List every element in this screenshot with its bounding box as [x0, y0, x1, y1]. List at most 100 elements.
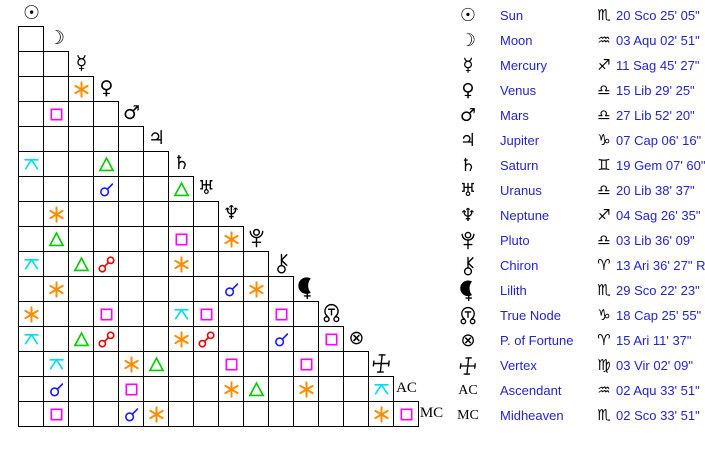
aspect-symbol-square — [50, 408, 62, 420]
legend-row-jupiter: ♃ Jupiter ♑ 07 Cap 06' 16" — [448, 128, 705, 153]
aspect-cell-vertex-mercury — [68, 351, 94, 377]
legend-row-mercury: ☿ Mercury ♐ 11 Sag 45' 27" — [448, 53, 705, 78]
aspect-cell-jupiter-mars — [118, 126, 144, 152]
planet-glyph-chiron — [269, 251, 294, 276]
planet-glyph-pluto — [244, 226, 269, 251]
planet-glyph-venus: ♀ — [99, 77, 114, 99]
aspect-cell-mc-venus — [93, 401, 119, 427]
aspect-cell-fortune-jupiter — [143, 326, 169, 352]
aspect-cell-jupiter-mercury — [68, 126, 94, 152]
aspect-cell-neptune-jupiter — [143, 201, 169, 227]
legend-position-truenode: 18 Cap 25' 55" — [616, 308, 702, 323]
aspect-cell-saturn-jupiter — [143, 151, 169, 177]
legend-row-uranus: ♅ Uranus ♎ 20 Lib 38' 37" — [448, 178, 705, 203]
aspect-cell-jupiter-venus — [93, 126, 119, 152]
legend-position-asc: 02 Aqu 33' 51" — [616, 383, 700, 398]
aspect-cell-fortune-uranus — [193, 326, 219, 352]
aspect-cell-mc-sun — [18, 401, 44, 427]
aspect-cell-neptune-venus — [93, 201, 119, 227]
chiron-icon — [463, 256, 474, 275]
aspect-cell-fortune-neptune — [218, 326, 244, 352]
aspect-cell-neptune-sun — [18, 201, 44, 227]
legend-position-venus: 15 Lib 29' 25" — [616, 83, 695, 98]
aspect-cell-pluto-mercury — [68, 226, 94, 252]
legend-row-mars: ♂ Mars ♎ 27 Lib 52' 20" — [448, 103, 705, 128]
legend-position-fortune: 15 Ari 11' 37" — [616, 333, 692, 348]
aspect-cell-truenode-mars — [118, 301, 144, 327]
planet-glyph-vertex — [369, 351, 394, 376]
aspect-cell-asc-mars — [118, 376, 144, 402]
aspect-cell-mc-pluto — [243, 401, 269, 427]
legend-glyph-asc: AC — [458, 382, 478, 398]
aspect-cell-asc-lilith — [293, 376, 319, 402]
aspect-cell-vertex-moon — [43, 351, 69, 377]
aspect-cell-asc-jupiter — [143, 376, 169, 402]
zodiac-glyph-neptune: ♐ — [597, 206, 611, 224]
legend-position-chiron: 13 Ari 36' 27" R — [616, 258, 705, 273]
node-icon — [323, 303, 340, 323]
aspect-symbol-sextile — [148, 405, 164, 423]
aspect-cell-truenode-moon — [43, 301, 69, 327]
aspect-symbol-conjunction — [99, 182, 113, 196]
aspect-cell-truenode-lilith — [293, 301, 319, 327]
aspect-symbol-quincunx — [373, 383, 389, 395]
legend-position-jupiter: 07 Cap 06' 16" — [616, 133, 702, 148]
aspect-cell-asc-pluto — [243, 376, 269, 402]
aspect-cell-chiron-venus — [93, 251, 119, 277]
aspect-cell-mc-saturn — [168, 401, 194, 427]
aspect-cell-truenode-chiron — [268, 301, 294, 327]
pluto-icon — [461, 231, 475, 249]
zodiac-glyph-uranus: ♎ — [597, 181, 611, 199]
legend-position-mercury: 11 Sag 45' 27" — [616, 58, 700, 73]
aspect-cell-mc-truenode — [318, 401, 344, 427]
legend-name-moon: Moon — [500, 33, 533, 48]
legend-name-neptune: Neptune — [500, 208, 550, 223]
planet-glyph-fortune: ⊗ — [348, 327, 365, 349]
aspect-cell-lilith-mars — [118, 276, 144, 302]
zodiac-glyph-saturn: ♊ — [597, 156, 611, 174]
aspect-cell-mc-mercury — [68, 401, 94, 427]
aspect-cell-uranus-venus — [93, 176, 119, 202]
aspect-symbol-square — [275, 308, 287, 320]
legend-glyph-vertex — [454, 353, 482, 378]
aspect-cell-chiron-uranus — [193, 251, 219, 277]
aspect-cell-truenode-venus — [93, 301, 119, 327]
zodiac-glyph-asc: ♒ — [597, 381, 611, 399]
legend-row-vertex: Vertex ♍ 03 Vir 02' 09" — [448, 353, 705, 378]
legend-glyph-neptune: ♆ — [459, 204, 477, 226]
aspect-cell-fortune-saturn — [168, 326, 194, 352]
aspect-cell-fortune-pluto — [243, 326, 269, 352]
aspect-symbol-sextile — [173, 255, 189, 273]
vertex-icon — [372, 354, 390, 373]
legend-row-lilith: Lilith ♏ 29 Sco 22' 23" — [448, 278, 705, 303]
legend-glyph-chiron — [454, 253, 482, 278]
aspect-symbol-conjunction — [274, 332, 288, 346]
aspect-cell-asc-mercury — [68, 376, 94, 402]
aspect-symbol-sextile — [248, 280, 264, 298]
aspect-cell-asc-fortune — [343, 376, 369, 402]
aspect-cell-asc-neptune — [218, 376, 244, 402]
aspect-cell-chiron-moon — [43, 251, 69, 277]
aspect-cell-vertex-venus — [93, 351, 119, 377]
aspect-cell-truenode-saturn — [168, 301, 194, 327]
aspect-cell-asc-saturn — [168, 376, 194, 402]
aspect-cell-chiron-mars — [118, 251, 144, 277]
aspect-cell-mars-mercury — [68, 101, 94, 127]
legend-glyph-jupiter: ♃ — [459, 129, 477, 151]
aspect-cell-fortune-truenode — [318, 326, 344, 352]
legend-row-moon: ☽ Moon ♒ 03 Aqu 02' 51" — [448, 28, 705, 53]
zodiac-glyph-moon: ♒ — [597, 31, 611, 49]
aspect-symbol-sextile — [73, 80, 89, 98]
aspect-symbol-trine — [98, 155, 114, 171]
legend-name-asc: Ascendant — [500, 383, 562, 398]
aspect-cell-uranus-jupiter — [143, 176, 169, 202]
aspect-cell-mc-chiron — [268, 401, 294, 427]
aspect-cell-fortune-lilith — [293, 326, 319, 352]
aspect-cell-mc-moon — [43, 401, 69, 427]
legend-row-sun: ☉ Sun ♏ 20 Sco 25' 05" — [448, 3, 705, 28]
aspect-cell-mercury-moon — [43, 51, 69, 77]
aspect-cell-truenode-mercury — [68, 301, 94, 327]
aspect-cell-mars-sun — [18, 101, 44, 127]
legend-glyph-lilith — [454, 278, 482, 303]
